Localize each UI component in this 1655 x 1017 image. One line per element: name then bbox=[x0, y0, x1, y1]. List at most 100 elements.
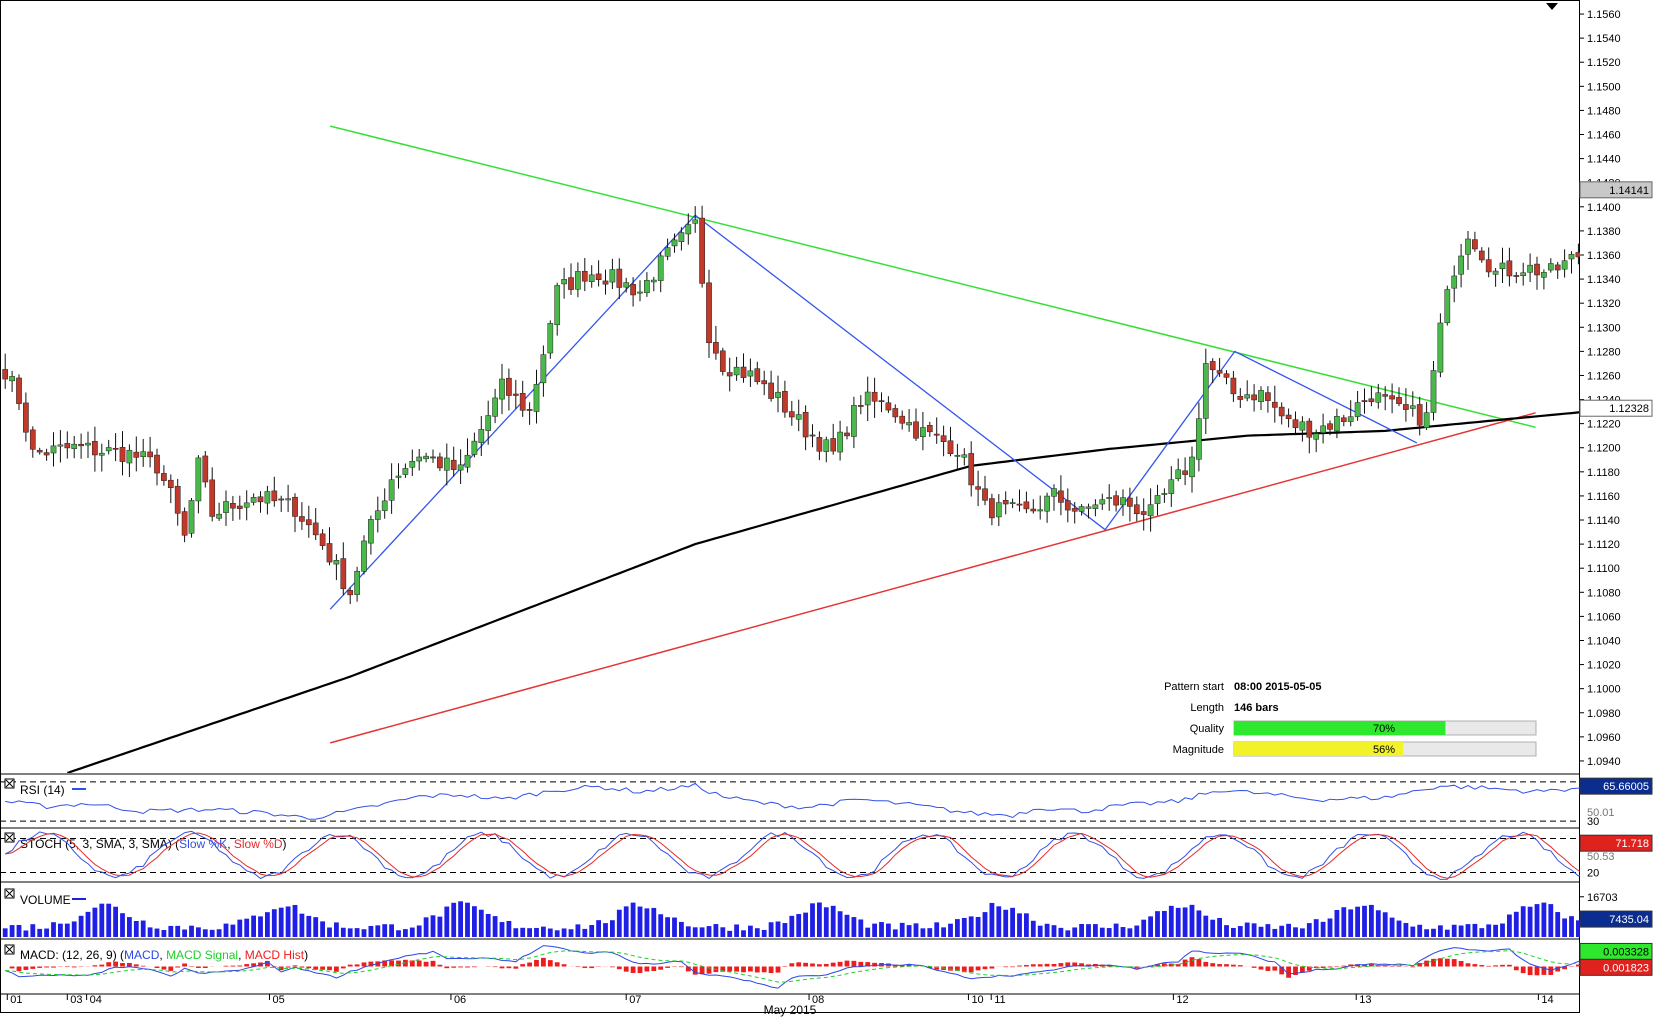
volume-bar bbox=[403, 929, 408, 937]
candle-body bbox=[588, 274, 595, 283]
volume-bar bbox=[1079, 923, 1084, 937]
volume-bar bbox=[796, 914, 802, 937]
x-tick-label: 03 bbox=[70, 994, 82, 1006]
volume-bar bbox=[899, 922, 905, 937]
volume-bar bbox=[1382, 912, 1388, 937]
macd-hist-bar bbox=[1010, 966, 1015, 968]
candle-body bbox=[1251, 394, 1257, 401]
macd-hist-bar bbox=[444, 966, 450, 969]
macd-hist-bar bbox=[1458, 961, 1464, 967]
macd-hist-bar bbox=[1286, 966, 1291, 978]
candle-body bbox=[1506, 260, 1513, 277]
candle-body bbox=[788, 411, 795, 418]
macd-hist-bar bbox=[1279, 966, 1285, 975]
chart-frame bbox=[0, 0, 1580, 1013]
candle-body bbox=[1527, 264, 1533, 273]
rsi-line bbox=[5, 782, 1580, 820]
macd-hist-bar bbox=[1562, 966, 1567, 970]
macd-hist-bar bbox=[844, 960, 850, 967]
macd-hist-bar bbox=[265, 960, 270, 967]
x-tick-label: 07 bbox=[629, 994, 641, 1006]
macd-hist-bar bbox=[1231, 964, 1236, 967]
volume-bar bbox=[644, 908, 650, 937]
volume-bar bbox=[58, 923, 63, 937]
candle-body bbox=[926, 425, 933, 433]
volume-bar bbox=[1162, 910, 1167, 937]
candle-body bbox=[864, 391, 871, 406]
volume-bar bbox=[886, 923, 891, 937]
volume-bar bbox=[1465, 924, 1471, 937]
macd-signal-line bbox=[5, 950, 1580, 983]
volume-bar bbox=[872, 923, 877, 937]
price-tick-label: 1.1280 bbox=[1587, 346, 1621, 358]
candle-body bbox=[816, 437, 823, 452]
candle-body bbox=[319, 533, 326, 546]
volume-bar bbox=[340, 927, 346, 937]
volume-bar bbox=[1044, 923, 1050, 937]
volume-bar bbox=[713, 924, 719, 937]
macd-hist-bar bbox=[955, 966, 960, 971]
macd-hist-bar bbox=[1024, 965, 1029, 967]
candle-body bbox=[726, 372, 733, 377]
macd-hist-bar bbox=[527, 962, 532, 967]
volume-bar bbox=[1065, 930, 1071, 937]
candle-body bbox=[1127, 497, 1133, 507]
volume-bar bbox=[154, 928, 160, 937]
volume-bar bbox=[416, 925, 422, 937]
candle-body bbox=[1196, 418, 1202, 460]
candle-body bbox=[1575, 252, 1580, 258]
volume-bar bbox=[458, 901, 463, 937]
candle-body bbox=[713, 342, 719, 354]
candle-body bbox=[1409, 405, 1416, 409]
volume-bar bbox=[1293, 927, 1298, 937]
candle-body bbox=[1382, 394, 1389, 397]
candle-body bbox=[1154, 495, 1161, 504]
candle-body bbox=[264, 491, 271, 504]
price-tick-label: 1.1020 bbox=[1587, 660, 1621, 672]
macd-hist-bar bbox=[30, 966, 36, 969]
candle-body bbox=[354, 570, 360, 595]
macd-hist-bar bbox=[403, 959, 408, 967]
volume-bar bbox=[1424, 929, 1429, 937]
x-tick-label: 05 bbox=[272, 994, 284, 1006]
volume-bar bbox=[810, 903, 815, 937]
candle-body bbox=[1389, 395, 1395, 400]
candle-body bbox=[1520, 272, 1527, 276]
volume-bar bbox=[775, 921, 781, 937]
macd-hist-bar bbox=[720, 966, 726, 972]
volume-bar bbox=[927, 928, 933, 937]
candle-body bbox=[1189, 456, 1195, 478]
volume-bar bbox=[1237, 926, 1243, 937]
macd-hist-bar bbox=[616, 966, 622, 970]
volume-bar bbox=[527, 928, 532, 937]
volume-bar bbox=[92, 907, 98, 937]
macd-hist-bar bbox=[817, 964, 822, 967]
macd-hist-bar bbox=[1272, 966, 1278, 971]
macd-hist-bar bbox=[154, 966, 160, 969]
volume-tick-label: 16703 bbox=[1587, 892, 1618, 904]
quality-bar-fill bbox=[1234, 721, 1446, 735]
volume-bar bbox=[837, 911, 843, 937]
macd-hist-bar bbox=[934, 966, 940, 970]
volume-bar bbox=[768, 922, 774, 937]
candle-body bbox=[699, 217, 705, 284]
macd-hist-bar bbox=[1507, 964, 1512, 967]
candle-body bbox=[1547, 263, 1554, 271]
macd-hist-bar bbox=[140, 965, 146, 967]
volume-bar bbox=[1479, 928, 1485, 937]
rsi-value-label: 65.66005 bbox=[1603, 781, 1649, 793]
candle-body bbox=[1237, 395, 1244, 400]
candle-body bbox=[105, 447, 112, 452]
candle-body bbox=[36, 449, 43, 453]
macd-hist-bar bbox=[237, 965, 243, 967]
candle-body bbox=[340, 558, 347, 590]
volume-bar bbox=[789, 915, 795, 937]
candle-body bbox=[1175, 469, 1182, 480]
volume-bar bbox=[189, 925, 194, 937]
volume-bar bbox=[1500, 923, 1505, 937]
volume-bar bbox=[920, 928, 926, 937]
candle-body bbox=[581, 270, 588, 282]
macd-value-label: 0.003328 bbox=[1603, 946, 1649, 958]
candle-body bbox=[9, 376, 15, 382]
candle-body bbox=[1334, 416, 1340, 432]
